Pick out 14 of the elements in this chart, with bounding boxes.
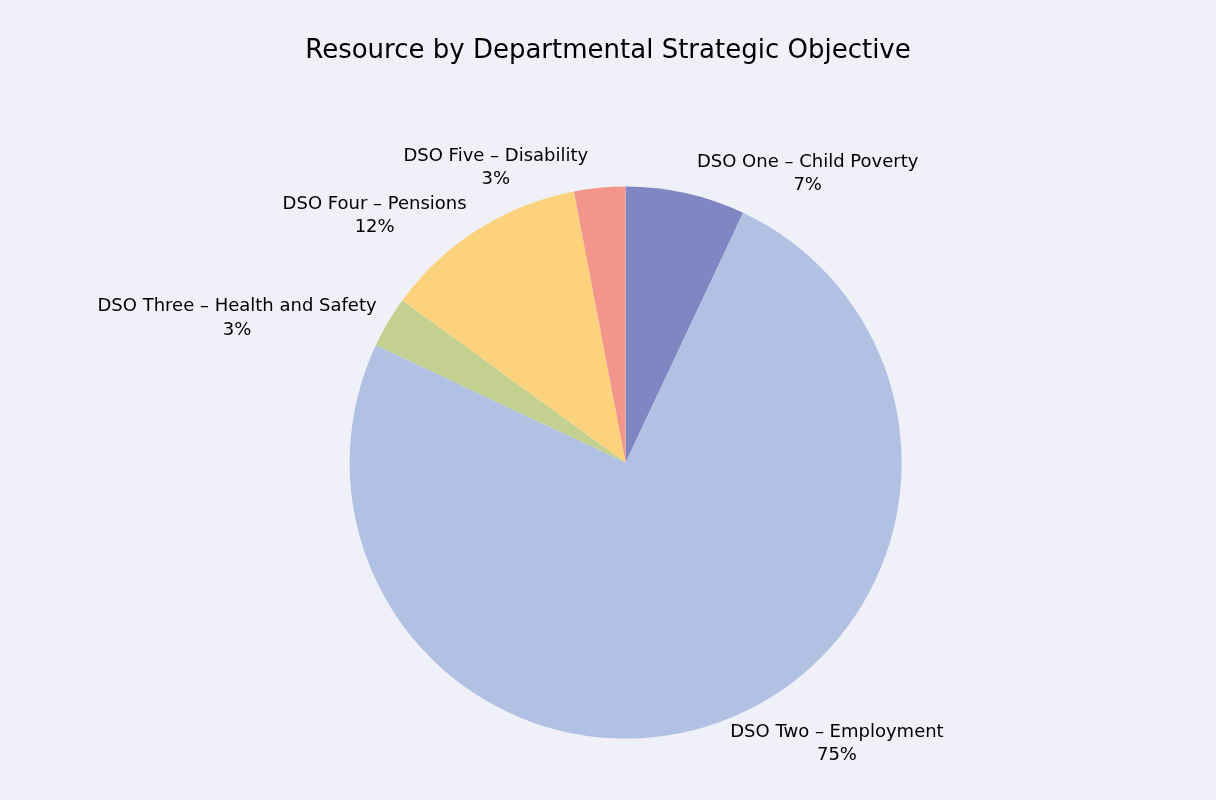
data-label: 3% [481,167,511,189]
data-label: 3% [222,317,252,339]
pie-slice [573,186,626,463]
pie-slice [625,186,744,463]
slice-label: DSO Five – Disability [403,143,589,165]
slice-label: DSO Two – Employment [730,719,944,741]
data-label: 12% [354,214,395,236]
pie-slice [375,300,626,463]
slice-label: DSO One – Child Poverty [696,149,919,171]
data-label: 75% [816,743,857,765]
slice-label: DSO Four – Pensions [282,191,467,213]
chart-title: Resource by Departmental Strategic Objective [305,34,911,65]
data-label: 7% [793,173,822,195]
slice-label: DSO Three – Health and Safety [97,294,377,316]
